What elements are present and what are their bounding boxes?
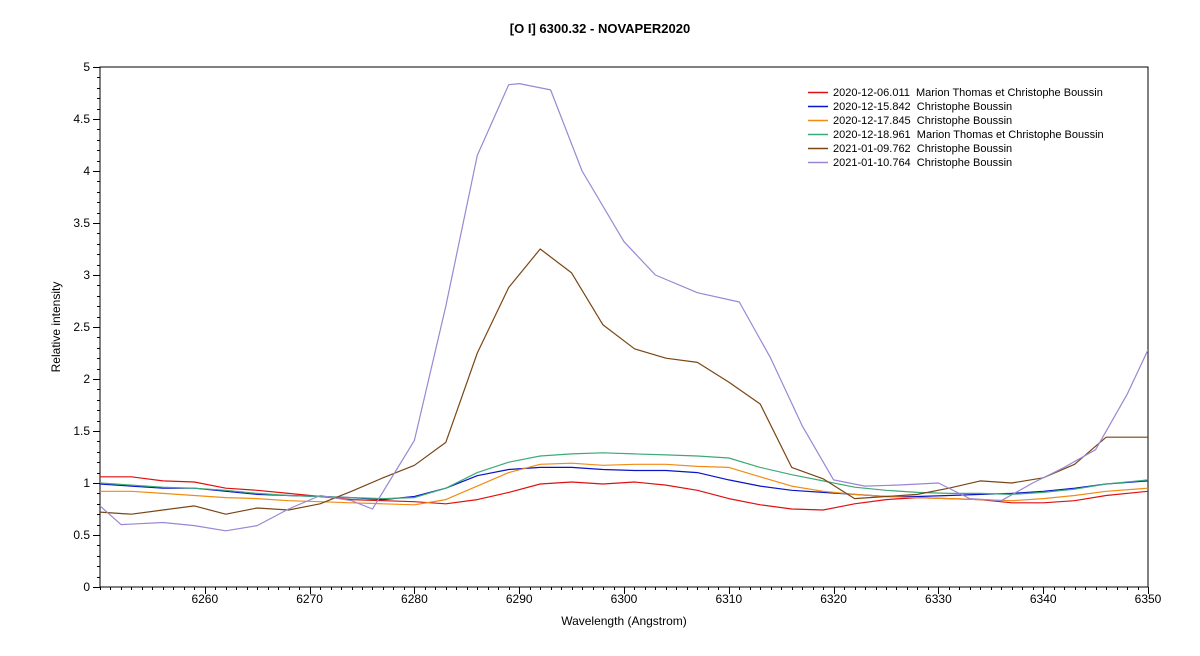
- legend: 2020-12-06.011 Marion Thomas et Christop…: [808, 87, 1104, 169]
- y-tick-label: 3: [83, 268, 90, 282]
- chart-title: [O I] 6300.32 - NOVAPER2020: [510, 21, 690, 36]
- series-line-5: [100, 248, 1148, 515]
- series-line-2: [100, 466, 1148, 501]
- y-tick-label: 4.5: [73, 112, 90, 126]
- y-tick-label: 3.5: [73, 216, 90, 230]
- legend-label-2: 2020-12-15.842 Christophe Boussin: [833, 101, 1012, 113]
- x-tick-label: 6320: [820, 592, 847, 606]
- legend-label-4: 2020-12-18.961 Marion Thomas et Christop…: [833, 129, 1104, 141]
- y-tick-label: 1: [83, 476, 90, 490]
- y-tick-label: 2.5: [73, 320, 90, 334]
- legend-label-6: 2021-01-10.764 Christophe Boussin: [833, 157, 1012, 169]
- legend-label-5: 2021-01-09.762 Christophe Boussin: [833, 143, 1012, 155]
- series-line-4: [100, 452, 1148, 500]
- x-tick-label: 6330: [925, 592, 952, 606]
- y-tick-label: 2: [83, 372, 90, 386]
- y-tick-label: 0.5: [73, 528, 90, 542]
- x-tick-label: 6310: [715, 592, 742, 606]
- legend-label-3: 2020-12-17.845 Christophe Boussin: [833, 115, 1012, 127]
- x-tick-label: 6280: [401, 592, 428, 606]
- x-tick-label: 6290: [506, 592, 533, 606]
- legend-label-1: 2020-12-06.011 Marion Thomas et Christop…: [833, 87, 1103, 99]
- series-line-6: [100, 83, 1148, 532]
- y-tick-label: 4: [83, 164, 90, 178]
- x-tick-label: 6270: [296, 592, 323, 606]
- x-axis-title: Wavelength (Angstrom): [561, 614, 687, 628]
- y-tick-label: 5: [83, 60, 90, 74]
- x-tick-label: 6300: [611, 592, 638, 606]
- x-tick-label: 6260: [191, 592, 218, 606]
- x-tick-label: 6350: [1135, 592, 1162, 606]
- series-line-3: [100, 462, 1148, 506]
- y-tick-label: 0: [83, 580, 90, 594]
- y-axis-title: Relative intensity: [49, 282, 63, 373]
- y-tick-label: 1.5: [73, 424, 90, 438]
- plot-area: 6260 6270 6280 6290 6300 6310 6320 6330 6340 6350…: [73, 60, 1161, 606]
- x-tick-label: 6340: [1030, 592, 1057, 606]
